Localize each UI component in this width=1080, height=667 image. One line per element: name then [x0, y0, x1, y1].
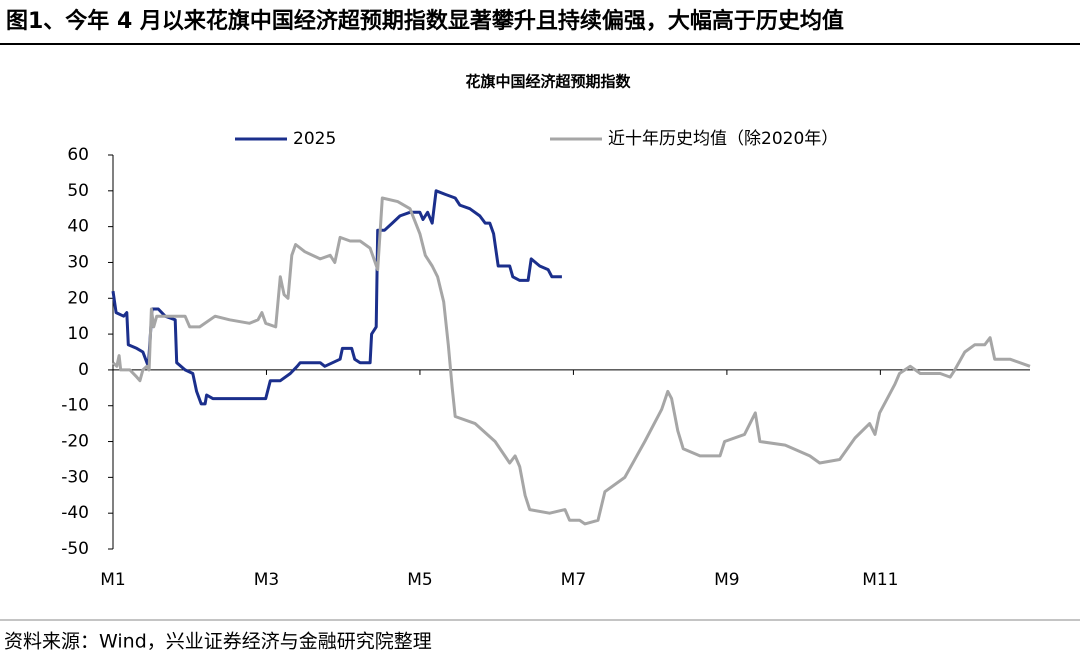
- y-tick-label: -20: [61, 432, 89, 452]
- x-tick-label: M11: [862, 570, 898, 590]
- y-tick-label: 0: [78, 360, 89, 380]
- page-title: 图1、今年 4 月以来花旗中国经济超预期指数显著攀升且持续偏强，大幅高于历史均值: [6, 8, 844, 34]
- y-tick-label: 30: [67, 252, 89, 272]
- x-tick-label: M7: [561, 570, 586, 590]
- y-tick-label: -40: [61, 503, 89, 523]
- y-tick-label: 50: [67, 181, 89, 201]
- x-tick-label: M1: [100, 570, 125, 590]
- series-line: [111, 196, 1031, 526]
- series-line: [111, 189, 562, 406]
- y-tick-label: 60: [67, 145, 89, 165]
- x-tick-label: M9: [714, 570, 739, 590]
- y-tick-label: -50: [61, 539, 89, 559]
- source-note: 资料来源：Wind，兴业证券经济与金融研究院整理: [4, 631, 432, 653]
- y-tick-label: -10: [61, 396, 89, 416]
- legend-label: 2025: [293, 129, 336, 149]
- y-tick-label: 10: [67, 324, 89, 344]
- chart-title: 花旗中国经济超预期指数: [465, 73, 631, 91]
- y-tick-label: -30: [61, 467, 89, 487]
- y-tick-label: 20: [67, 288, 89, 308]
- legend-label: 近十年历史均值（除2020年）: [608, 129, 838, 149]
- x-tick-label: M3: [254, 570, 279, 590]
- x-tick-label: M5: [407, 570, 432, 590]
- y-tick-label: 40: [67, 217, 89, 237]
